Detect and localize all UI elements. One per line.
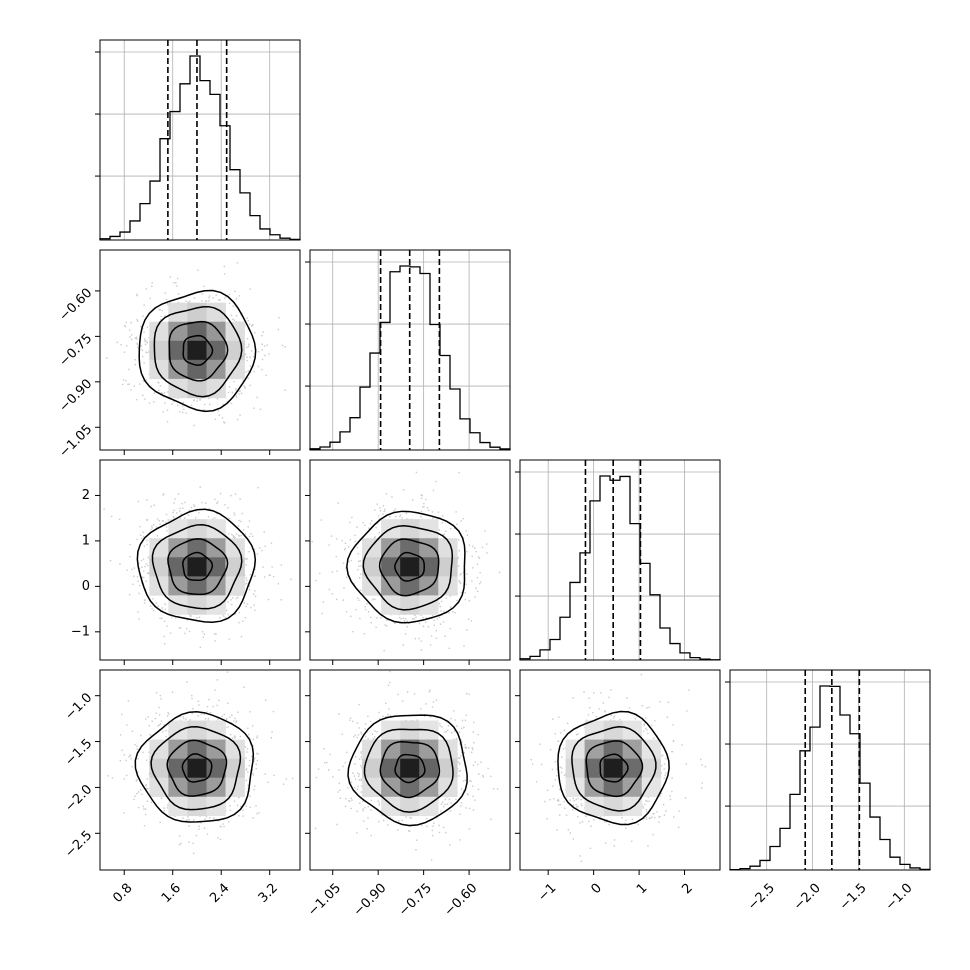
x-tick-label-1-1: −0.90 (351, 881, 390, 920)
panel-3-0-frame (99, 669, 301, 871)
panel-3-1-frame (309, 669, 511, 871)
x-tick-label-1-3: −0.60 (442, 881, 481, 920)
y-tick-label-3-1: −2.0 (62, 782, 95, 815)
panel-3-1-contour-1 (379, 740, 441, 799)
x-tick-label-3-1: −2.0 (791, 881, 824, 914)
x-tick-label-2-1: 0 (588, 881, 604, 897)
panel-1-0-contour-1 (168, 320, 229, 382)
hist-2-steps (519, 475, 721, 661)
panel-3-1-contour-0 (394, 753, 426, 784)
hist-panel-2 (515, 459, 721, 661)
panel-3-2-contour-1 (585, 740, 644, 798)
hist-0-steps (99, 55, 301, 241)
panel-3-0-contour-2 (150, 726, 242, 811)
y-tick-label-3-2: −1.5 (62, 736, 95, 769)
panel-2-1-points (311, 471, 501, 652)
hist-3-steps (729, 685, 931, 871)
panel-3-2-contour-3 (557, 710, 670, 826)
x-tick-label-3-0: −2.5 (745, 881, 778, 914)
y-tick-label-2-1: 0 (82, 579, 90, 594)
panel-3-1-density (362, 720, 458, 817)
panel-1-0-contour-0 (182, 334, 214, 366)
panel-3-2-contour-2 (571, 726, 657, 812)
x-tick-label-3-2: −1.5 (837, 881, 870, 914)
scatter-panel-3-0 (95, 669, 301, 875)
hist-3-frame (729, 669, 931, 871)
x-tick-label-0-0: 0.8 (110, 881, 135, 906)
y-tick-label-1-1: −0.90 (57, 377, 96, 416)
panel-3-1-contour-3 (347, 714, 468, 827)
hist-0-frame (99, 39, 301, 241)
y-tick-label-1-2: −0.75 (57, 331, 96, 370)
panel-1-0-contour-3 (138, 289, 257, 413)
hist-1-steps (309, 265, 511, 450)
panel-3-0-contour-0 (181, 753, 213, 783)
scatter-panel-2-0 (95, 459, 301, 665)
scatter-panel-1-0 (95, 249, 301, 455)
panel-2-0-contour-1 (167, 538, 229, 596)
panel-2-1-density (362, 519, 458, 615)
x-tick-label-0-1: 1.6 (159, 881, 184, 906)
panel-3-1-contour-2 (363, 728, 454, 813)
scatter-panel-2-1 (305, 459, 511, 665)
y-tick-label-1-3: −0.60 (57, 286, 96, 325)
panel-3-0-contour-1 (166, 739, 228, 797)
panel-2-1-contour-1 (378, 538, 440, 597)
panel-3-0-density (149, 720, 245, 817)
x-tick-label-1-2: −0.75 (396, 881, 435, 920)
y-tick-label-2-2: 1 (82, 533, 90, 548)
panel-1-0-frame (99, 249, 301, 451)
panel-2-0-contour-0 (182, 551, 214, 581)
panel-2-1-contour-0 (394, 551, 425, 582)
panel-2-0-contour-2 (151, 524, 243, 610)
y-tick-label-2-3: 2 (82, 488, 90, 503)
x-tick-label-2-2: 1 (634, 881, 650, 897)
y-tick-label-2-0: −1 (71, 624, 90, 639)
hist-panel-1 (305, 249, 511, 451)
x-tick-label-1-0: −1.05 (305, 881, 344, 920)
y-tick-label-3-0: −2.5 (62, 828, 95, 861)
hist-2-frame (519, 459, 721, 661)
hist-panel-0 (95, 39, 301, 241)
panel-3-2-frame (519, 669, 721, 871)
panel-2-1-frame (309, 459, 511, 661)
x-tick-label-3-3: −1.0 (883, 881, 916, 914)
panel-3-2-contour-0 (599, 753, 629, 783)
y-tick-label-3-3: −1.0 (62, 690, 95, 723)
hist-1-frame (309, 249, 511, 451)
panel-2-1-contour-2 (362, 525, 454, 611)
scatter-panel-3-2 (515, 669, 721, 875)
panel-1-0-density (149, 302, 245, 399)
panel-1-0-contour-2 (153, 305, 243, 398)
scatter-panel-3-1 (305, 669, 511, 875)
x-tick-label-2-3: 2 (679, 881, 695, 897)
x-tick-label-2-0: −1 (535, 881, 559, 905)
x-tick-label-0-2: 2.4 (207, 881, 232, 906)
panel-3-0-contour-3 (134, 711, 255, 823)
y-tick-label-1-0: −1.05 (57, 422, 96, 461)
panel-2-1-contour-3 (346, 510, 466, 624)
panel-2-0-frame (99, 459, 301, 661)
hist-panel-3 (725, 669, 931, 871)
panel-2-0-contour-3 (136, 508, 257, 624)
x-tick-label-0-3: 3.2 (256, 881, 281, 906)
